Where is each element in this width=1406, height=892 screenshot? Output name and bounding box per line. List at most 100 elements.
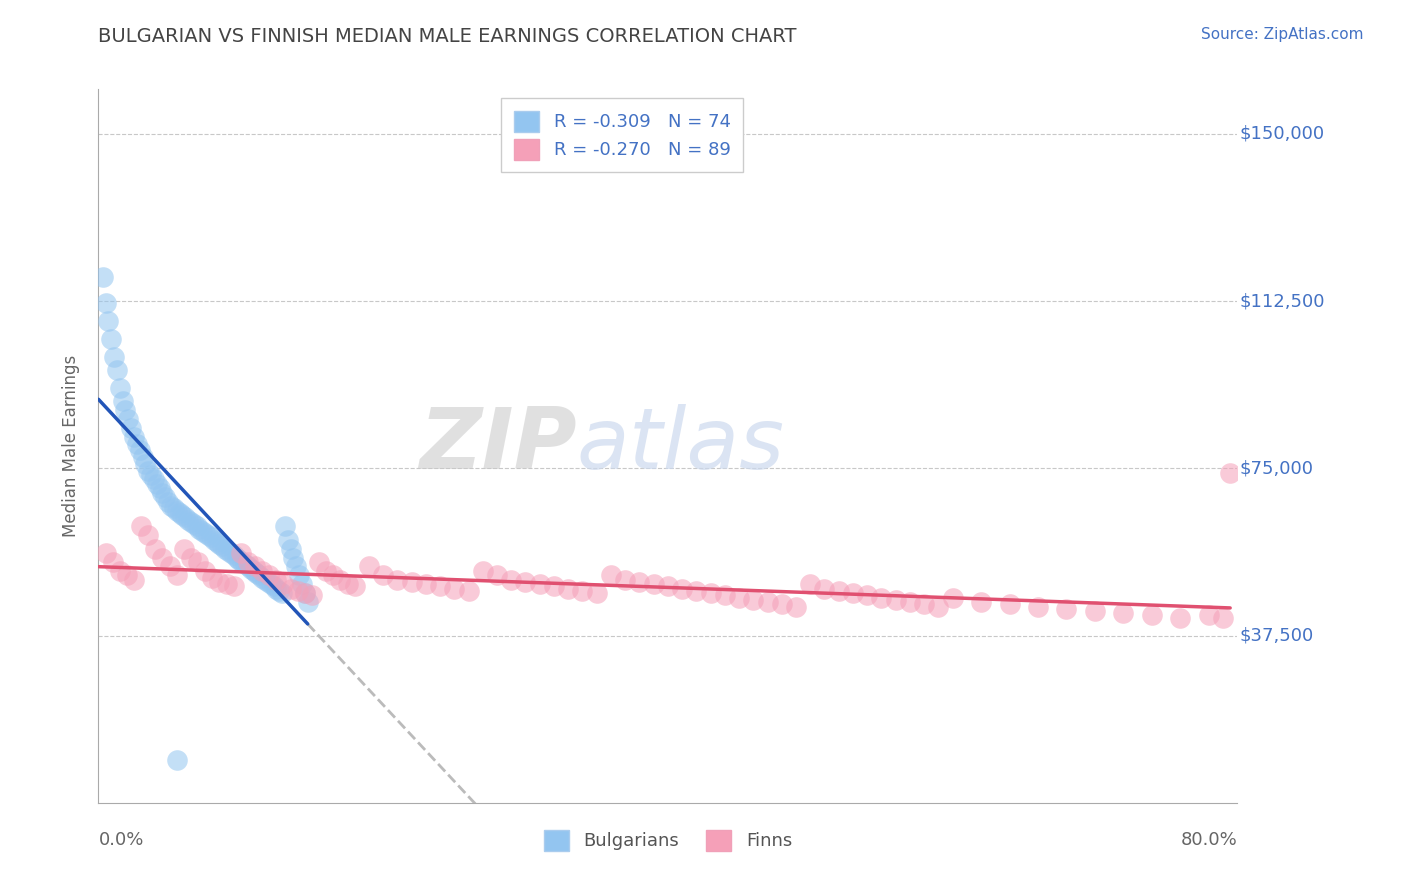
Point (912, 598, 935, 612)
Point (291, 577, 314, 591)
Point (91, 269, 114, 284)
Point (277, 533, 299, 547)
Point (122, 573, 145, 587)
Point (177, 512, 200, 526)
Point (285, 559, 308, 574)
Point (685, 583, 707, 598)
Point (884, 592, 907, 607)
Legend: Bulgarians, Finns: Bulgarians, Finns (536, 822, 800, 858)
Point (105, 363, 128, 377)
Point (315, 564, 337, 578)
Point (194, 564, 217, 578)
Point (208, 537, 231, 551)
Point (201, 571, 224, 585)
Point (273, 577, 295, 591)
Point (942, 591, 965, 605)
Point (117, 412, 139, 426)
Point (828, 583, 851, 598)
Point (166, 753, 188, 767)
Text: BULGARIAN VS FINNISH MEDIAN MALE EARNINGS CORRELATION CHART: BULGARIAN VS FINNISH MEDIAN MALE EARNING… (98, 27, 797, 45)
Point (628, 574, 651, 589)
Point (134, 457, 156, 471)
Point (120, 421, 142, 435)
Point (186, 519, 208, 533)
Point (155, 490, 177, 504)
Point (205, 534, 228, 549)
Point (219, 546, 242, 560)
Point (202, 533, 225, 547)
Point (108, 381, 131, 395)
Point (1084, 604, 1107, 618)
Point (543, 580, 565, 594)
Point (515, 574, 537, 589)
Point (180, 550, 202, 565)
Point (1112, 607, 1135, 621)
Point (222, 548, 245, 563)
Point (699, 586, 721, 600)
Point (280, 541, 302, 556)
Point (100, 332, 122, 346)
Point (600, 568, 623, 582)
Point (457, 583, 479, 598)
Point (159, 559, 181, 574)
Point (94, 546, 117, 560)
Text: atlas: atlas (576, 404, 785, 488)
Point (183, 516, 205, 531)
Point (387, 573, 409, 587)
Point (813, 582, 835, 596)
Point (172, 508, 194, 522)
Point (269, 583, 291, 598)
Point (294, 586, 316, 600)
Point (486, 568, 509, 582)
Point (643, 577, 665, 591)
Point (714, 589, 737, 603)
Point (256, 574, 278, 589)
Point (770, 598, 793, 612)
Point (250, 564, 273, 578)
Point (301, 589, 323, 603)
Point (1170, 610, 1192, 624)
Point (180, 515, 202, 529)
Point (114, 403, 136, 417)
Point (297, 595, 319, 609)
Point (471, 564, 494, 578)
Point (115, 568, 138, 582)
Point (742, 592, 765, 607)
Point (163, 501, 186, 516)
Point (557, 582, 579, 596)
Point (103, 350, 125, 364)
Point (200, 530, 222, 544)
Point (152, 550, 174, 565)
Point (287, 583, 309, 598)
Point (1026, 599, 1049, 614)
Point (173, 541, 195, 556)
Point (229, 546, 252, 560)
Point (371, 568, 394, 582)
Point (571, 583, 593, 598)
Point (222, 580, 245, 594)
Point (274, 519, 297, 533)
Point (898, 595, 921, 609)
Point (322, 568, 344, 582)
Point (585, 586, 607, 600)
Point (225, 550, 247, 565)
Point (166, 568, 188, 582)
Point (756, 595, 779, 609)
Point (131, 450, 153, 464)
Point (108, 564, 131, 578)
Point (231, 555, 253, 569)
Point (343, 580, 366, 594)
Point (217, 543, 239, 558)
Point (253, 573, 276, 587)
Point (136, 463, 159, 477)
Point (236, 555, 259, 569)
Point (266, 573, 288, 587)
Point (842, 586, 865, 600)
Point (146, 476, 169, 491)
Text: 0.0%: 0.0% (98, 831, 143, 849)
Point (250, 571, 273, 585)
Point (242, 564, 264, 578)
Point (94, 296, 117, 310)
Point (233, 557, 256, 571)
Point (401, 574, 423, 589)
